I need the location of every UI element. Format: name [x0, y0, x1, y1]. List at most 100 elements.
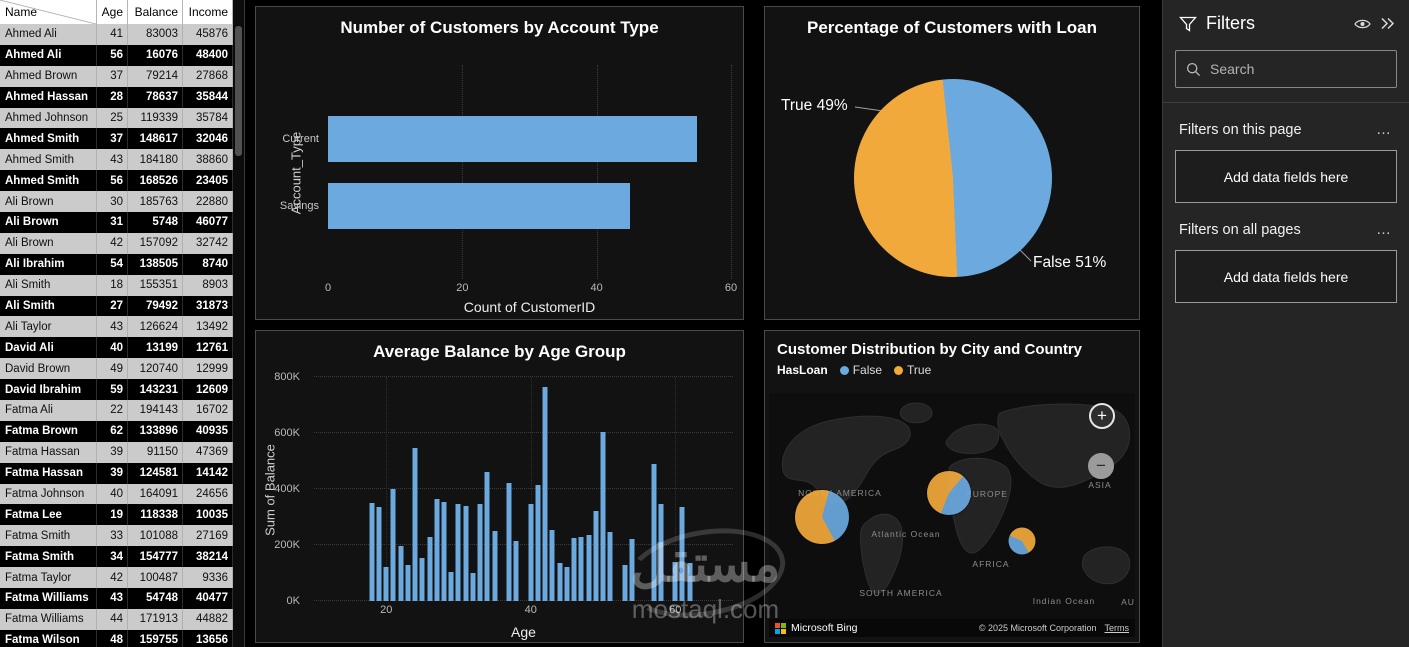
age-bar[interactable]	[528, 504, 534, 601]
age-bar[interactable]	[542, 386, 548, 601]
legend-item-false[interactable]: False	[839, 363, 882, 377]
age-bar[interactable]	[622, 564, 628, 601]
age-bar[interactable]	[448, 571, 454, 601]
table-row[interactable]: Fatma Smith 34 154777 38214	[0, 546, 233, 568]
age-bar[interactable]	[390, 489, 396, 601]
chart-customers-by-account-type[interactable]: Number of Customers by Account Type Acco…	[255, 6, 744, 320]
age-bar[interactable]	[434, 498, 440, 601]
table-row[interactable]: Fatma Hassan 39 91150 47369	[0, 441, 233, 463]
age-bar[interactable]	[477, 504, 483, 601]
age-bar[interactable]	[687, 563, 693, 601]
age-bar[interactable]	[369, 503, 375, 601]
age-bar[interactable]	[376, 507, 382, 601]
age-bar[interactable]	[427, 536, 433, 601]
table-row[interactable]: Fatma Lee 19 118338 10035	[0, 504, 233, 526]
table-row[interactable]: Fatma Williams 43 54748 40477	[0, 588, 233, 609]
map-area[interactable]: NORTH AMERICA EUROPE ASIA Atlantic Ocean AFR…	[769, 393, 1135, 637]
search-input[interactable]	[1210, 61, 1391, 77]
filter-dropzone-all-pages[interactable]: Add data fields here	[1175, 250, 1397, 303]
filter-dropzone-this-page[interactable]: Add data fields here	[1175, 150, 1397, 203]
age-bar[interactable]	[383, 567, 389, 601]
age-bar[interactable]	[578, 536, 584, 601]
column-header-balance[interactable]: Balance	[128, 0, 183, 24]
zoom-out-button[interactable]: −	[1088, 453, 1114, 479]
age-bar[interactable]	[607, 532, 613, 601]
table-row[interactable]: David Ibrahim 59 143231 12609	[0, 379, 233, 401]
collapse-pane-icon[interactable]	[1380, 17, 1395, 30]
table-scrollbar[interactable]	[233, 0, 245, 647]
table-row[interactable]: Fatma Hassan 39 124581 14142	[0, 462, 233, 484]
table-row[interactable]: Ahmed Ali 56 16076 48400	[0, 44, 233, 66]
chart-customers-with-loan[interactable]: Percentage of Customers with Loan True 4…	[764, 6, 1140, 320]
scrollbar-thumb[interactable]	[235, 26, 242, 156]
table-row[interactable]: Ali Brown 31 5748 46077	[0, 212, 233, 233]
table-row[interactable]: Ahmed Brown 37 79214 27868	[0, 65, 233, 87]
map-bubble[interactable]	[927, 471, 971, 515]
age-bar[interactable]	[455, 504, 461, 601]
table-row[interactable]: Ali Brown 30 185763 22880	[0, 191, 233, 213]
age-bar[interactable]	[463, 505, 469, 601]
chart-customer-distribution-map[interactable]: Customer Distribution by City and Countr…	[764, 330, 1140, 643]
age-bar[interactable]	[600, 431, 606, 601]
age-bar[interactable]	[557, 563, 563, 601]
age-bar[interactable]	[658, 504, 664, 601]
age-bar[interactable]	[492, 531, 498, 601]
age-bar[interactable]	[405, 564, 411, 601]
age-bar[interactable]	[549, 529, 555, 601]
table-row[interactable]: Fatma Smith 33 101088 27169	[0, 525, 233, 547]
column-header-age[interactable]: Age	[97, 0, 128, 24]
age-bar[interactable]	[651, 463, 657, 601]
age-bar[interactable]	[470, 573, 476, 601]
table-row[interactable]: Fatma Taylor 42 100487 9336	[0, 567, 233, 589]
customer-table[interactable]: Name Age Balance Income Ahmed Ali 41 83003 458…	[0, 0, 233, 647]
bar-current[interactable]	[328, 115, 698, 162]
bar-savings[interactable]	[328, 182, 631, 229]
column-header-name[interactable]: Name	[0, 0, 97, 24]
table-row[interactable]: Ali Smith 27 79492 31873	[0, 295, 233, 317]
table-row[interactable]: David Ali 40 13199 12761	[0, 337, 233, 359]
more-options-icon[interactable]: …	[1376, 221, 1393, 238]
pie[interactable]	[854, 79, 1052, 277]
table-row[interactable]: Ali Ibrahim 54 138505 8740	[0, 253, 233, 275]
map-bubble[interactable]	[795, 490, 849, 544]
table-row[interactable]: Fatma Wilson 48 159755 13656	[0, 629, 233, 647]
age-bar[interactable]	[564, 567, 570, 601]
terms-link[interactable]: Terms	[1104, 623, 1130, 633]
table-row[interactable]: Ahmed Smith 37 148617 32046	[0, 128, 233, 150]
column-header-income[interactable]: Income	[183, 0, 233, 24]
age-bar[interactable]	[535, 484, 541, 601]
table-row[interactable]: Fatma Johnson 40 164091 24656	[0, 483, 233, 505]
zoom-in-button[interactable]: +	[1089, 403, 1115, 429]
map-bubble[interactable]	[1008, 527, 1036, 555]
age-bar[interactable]	[441, 501, 447, 601]
age-bar[interactable]	[419, 557, 425, 601]
chart-average-balance-by-age[interactable]: Average Balance by Age Group Sum of Bala…	[255, 330, 744, 643]
age-bar[interactable]	[412, 448, 418, 601]
table-row[interactable]: Ali Taylor 43 126624 13492	[0, 316, 233, 338]
table-row[interactable]: Ahmed Johnson 25 119339 35784	[0, 107, 233, 129]
search-box[interactable]	[1175, 50, 1397, 88]
age-bar[interactable]	[513, 540, 519, 601]
age-bar[interactable]	[398, 546, 404, 601]
table-row[interactable]: Fatma Brown 62 133896 40935	[0, 420, 233, 442]
table-row[interactable]: Ahmed Smith 43 184180 38860	[0, 149, 233, 171]
table-row[interactable]: Ahmed Smith 56 168526 23405	[0, 170, 233, 192]
table-row[interactable]: David Brown 49 120740 12999	[0, 358, 233, 380]
age-bar[interactable]	[629, 539, 635, 601]
table-row[interactable]: Ahmed Ali 41 83003 45876	[0, 24, 233, 45]
table-row[interactable]: Ali Smith 18 155351 8903	[0, 274, 233, 296]
age-bar[interactable]	[571, 538, 577, 601]
more-options-icon[interactable]: …	[1376, 121, 1393, 138]
table-row[interactable]: Ali Brown 42 157092 32742	[0, 232, 233, 254]
legend-item-true[interactable]: True	[894, 363, 931, 377]
table-row[interactable]: Ahmed Hassan 28 78637 35844	[0, 86, 233, 108]
table-row[interactable]: Fatma Ali 22 194143 16702	[0, 400, 233, 421]
age-bar[interactable]	[506, 483, 512, 601]
eye-icon[interactable]	[1354, 18, 1371, 30]
age-bar[interactable]	[593, 511, 599, 601]
age-bar[interactable]	[672, 561, 678, 601]
age-bar[interactable]	[679, 507, 685, 601]
age-bar[interactable]	[484, 472, 490, 601]
table-row[interactable]: Fatma Williams 44 171913 44882	[0, 608, 233, 630]
age-bar[interactable]	[586, 535, 592, 601]
